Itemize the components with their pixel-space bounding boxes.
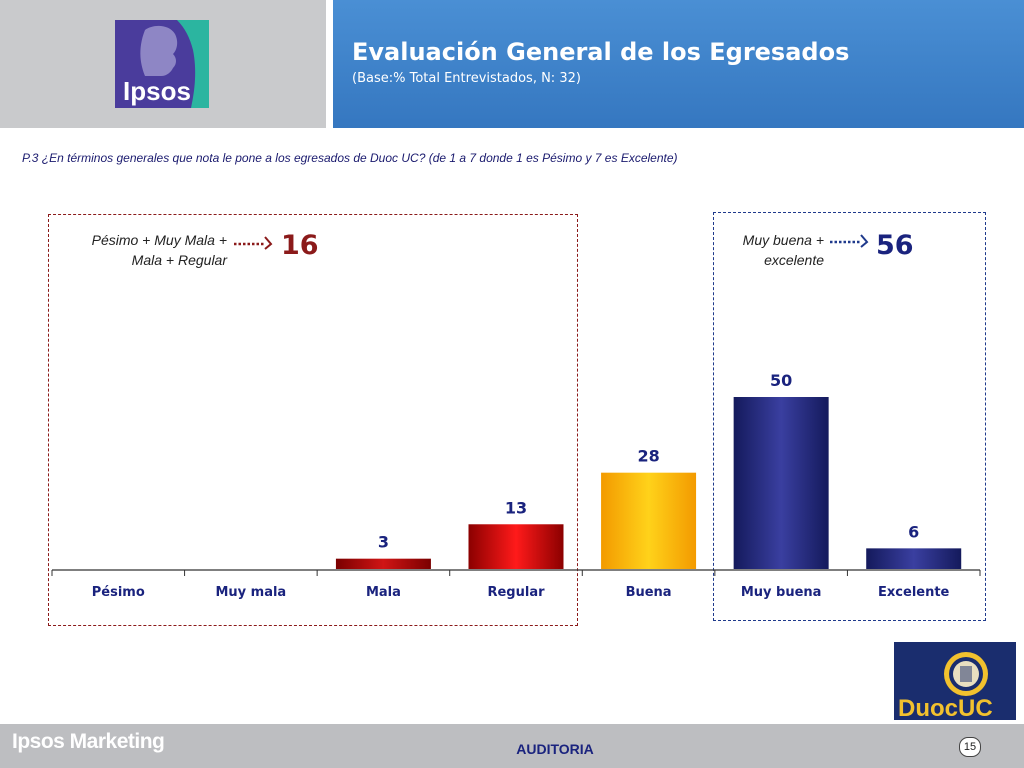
- ipsos-logo: Ipsos: [115, 20, 209, 108]
- positive-arrow-icon: [830, 234, 869, 248]
- positive-group-value: 56: [876, 230, 914, 261]
- x-tick-label: Muy mala: [215, 585, 286, 600]
- question-text: P.3 ¿En términos generales que nota le p…: [22, 151, 678, 165]
- x-tick-label: Excelente: [878, 585, 950, 600]
- bar: [733, 397, 829, 569]
- bar-value-label: 50: [770, 371, 792, 390]
- positive-group-label-line2: excelente: [764, 252, 824, 268]
- x-tick-label: Muy buena: [741, 585, 822, 600]
- duocuc-logo: DuocUC: [894, 642, 1016, 720]
- negative-group-box: [48, 214, 578, 626]
- header-title-panel: [333, 0, 1024, 128]
- bar: [601, 472, 697, 569]
- bar-value-label: 3: [378, 533, 389, 552]
- x-tick-label: Regular: [487, 585, 545, 600]
- x-tick-label: Mala: [366, 585, 401, 600]
- positive-group-label: Muy buena + excelente: [700, 230, 824, 270]
- page-number: 15: [959, 737, 981, 757]
- x-tick-label: Buena: [626, 585, 672, 600]
- duocuc-logo-text: DuocUC: [898, 695, 993, 720]
- bar: [335, 558, 431, 569]
- negative-group-label: Pésimo + Muy Mala + Mala + Regular: [52, 230, 227, 270]
- page-subtitle: (Base:% Total Entrevistados, N: 32): [352, 71, 581, 86]
- footer-section-label: AUDITORIA: [516, 741, 594, 757]
- negative-group-label-line1: Pésimo + Muy Mala +: [91, 232, 227, 248]
- bar: [866, 548, 962, 569]
- negative-group-label-line2: Mala + Regular: [131, 252, 227, 268]
- x-tick-label: Pésimo: [92, 585, 145, 600]
- negative-group-value: 16: [281, 230, 319, 261]
- positive-group-box: [713, 212, 986, 621]
- positive-group-label-line1: Muy buena +: [742, 232, 824, 248]
- page-title: Evaluación General de los Egresados: [352, 38, 850, 66]
- bar-value-label: 28: [637, 447, 659, 466]
- footer-brand: Ipsos Marketing: [12, 730, 165, 753]
- footer-bar: [0, 724, 1024, 768]
- ipsos-logo-text: Ipsos: [123, 76, 191, 106]
- bar-value-label: 6: [908, 522, 919, 541]
- negative-arrow-icon: [234, 236, 273, 250]
- bar: [468, 524, 564, 569]
- bar-value-label: 13: [505, 498, 527, 517]
